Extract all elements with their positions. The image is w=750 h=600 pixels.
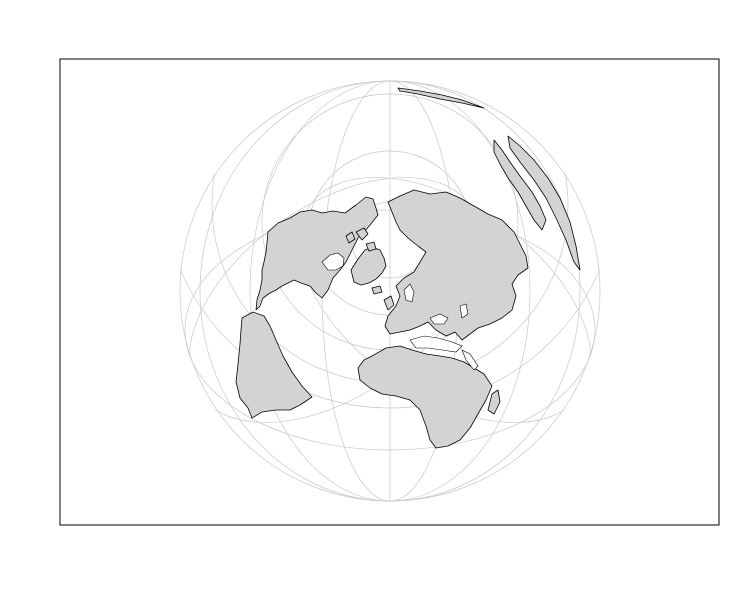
red-sea xyxy=(461,349,479,371)
landmass-south-america xyxy=(235,311,313,419)
landmass-arctic-island xyxy=(355,227,369,241)
landmass-north-america xyxy=(255,196,379,311)
meridian-line xyxy=(184,209,596,451)
landmass-africa xyxy=(357,345,493,449)
mediterranean-sea xyxy=(409,335,463,353)
graticule xyxy=(179,80,601,502)
meridian-line xyxy=(199,80,581,502)
landmass-japan xyxy=(493,139,547,231)
landmass-iceland xyxy=(371,285,383,295)
land-layer xyxy=(235,87,581,449)
landmass-greenland xyxy=(350,246,387,286)
map-frame xyxy=(59,58,720,526)
landmass-madagascar xyxy=(487,389,501,415)
landmass-arctic-island xyxy=(345,231,356,244)
landmass-arctic-island xyxy=(365,241,377,252)
hudson-bay xyxy=(321,252,345,271)
baltic-sea xyxy=(403,283,415,303)
landmass-east-asia-coast xyxy=(507,135,581,271)
landmass-eurasia xyxy=(384,189,529,341)
caspian-sea xyxy=(459,303,469,319)
black-sea xyxy=(429,313,449,325)
landmass-alaska-peninsula xyxy=(397,87,485,109)
landmass-british-isles xyxy=(383,295,395,311)
